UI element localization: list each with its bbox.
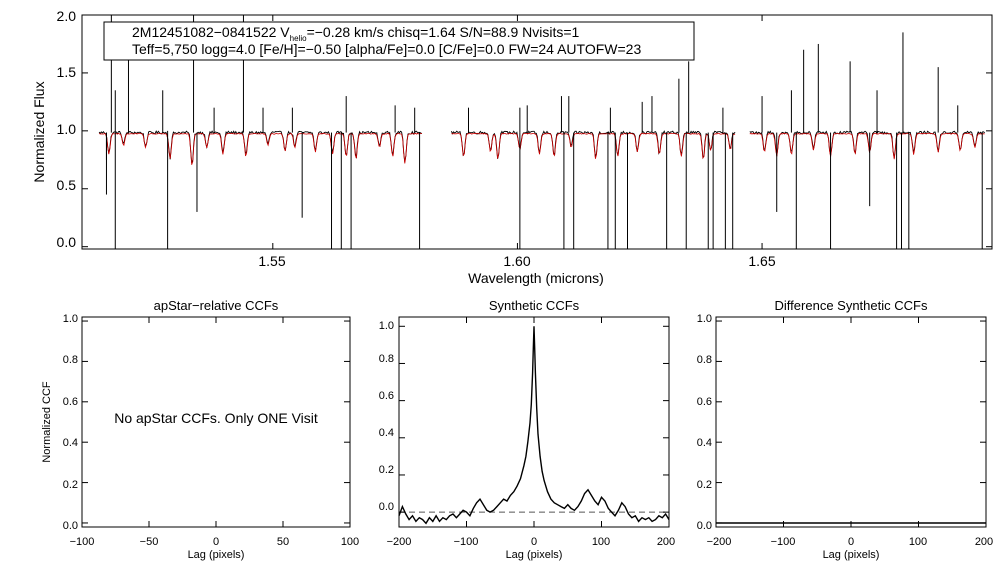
observed-spectrum-line (98, 130, 422, 164)
synthetic-ytick-label: 0.4 (379, 427, 394, 439)
difference-xlabel: Lag (pixels) (823, 549, 880, 561)
difference-xtick-label: −100 (771, 536, 796, 548)
apstar-xtick-label: −50 (140, 536, 159, 548)
apstar-xtick-label: 50 (277, 536, 289, 548)
spectrum-ytick-label: 2.0 (57, 8, 77, 24)
model-spectrum-line (98, 132, 423, 165)
spectrum-xtick-label: 1.55 (258, 253, 285, 269)
model-spectrum-line (749, 132, 985, 160)
apstar-xlabel: Lag (pixels) (188, 549, 245, 561)
difference-xtick-label: 200 (975, 536, 993, 548)
synthetic-ytick-label: 1.0 (379, 320, 394, 332)
synthetic-xtick-label: −100 (454, 536, 479, 548)
difference-ytick-label: 1.0 (697, 313, 712, 325)
spectrum-panel: 0.0 0.5 1.0 1.5 2.0 1.55 1.60 1.65 Wavel… (31, 8, 993, 286)
info-line-1-subscript: helio (290, 34, 307, 43)
info-line-1-suffix: =−0.28 km/s chisq=1.64 S/N=88.9 Nvisits=… (307, 24, 580, 40)
apstar-ytick-label: 1.0 (63, 313, 78, 325)
apstar-ccf-ticks (81, 317, 351, 527)
spectrum-frame (81, 14, 993, 250)
difference-ccf-panel: Difference Synthetic CCFs 0.0 0.2 0.4 0.… (697, 298, 993, 561)
synthetic-xtick-label: 0 (531, 536, 537, 548)
synthetic-xtick-label: −200 (387, 536, 412, 548)
synthetic-ytick-label: 0.8 (379, 353, 394, 365)
apstar-ytick-label: 0.2 (63, 479, 78, 491)
difference-ccf-ticks (715, 317, 987, 527)
synthetic-ccf-line (398, 326, 670, 525)
info-line-2: Teff=5,750 logg=4.0 [Fe/H]=−0.50 [alpha/… (132, 41, 641, 57)
apstar-ytick-label: 0.8 (63, 354, 78, 366)
apstar-ytick-label: 0.0 (63, 520, 78, 532)
difference-xtick-label: 100 (909, 536, 927, 548)
synthetic-ccf-ticks (398, 317, 670, 527)
difference-ytick-label: 0.6 (697, 396, 712, 408)
apstar-xtick-label: −100 (70, 536, 95, 548)
apstar-ccf-title: apStar−relative CCFs (154, 298, 279, 313)
spectrum-ytick-label: 0.5 (57, 177, 77, 193)
model-spectrum-line (451, 132, 736, 159)
apstar-ytick-label: 0.4 (63, 437, 78, 449)
difference-ytick-label: 0.2 (697, 479, 712, 491)
spectrum-ticks (82, 14, 992, 249)
difference-ytick-label: 0.8 (697, 354, 712, 366)
synthetic-ytick-label: 0.0 (379, 501, 394, 513)
apstar-xtick-label: 100 (341, 536, 359, 548)
difference-xtick-label: 0 (848, 536, 854, 548)
synthetic-ccf-title: Synthetic CCFs (489, 298, 580, 313)
synthetic-ytick-label: 0.6 (379, 390, 394, 402)
spectrum-xlabel: Wavelength (microns) (468, 270, 604, 286)
info-line-1: 2M12451082−0841522 Vhelio=−0.28 km/s chi… (132, 24, 580, 43)
synthetic-xtick-label: 200 (657, 536, 675, 548)
synthetic-ccf-lines (398, 326, 670, 525)
spectrum-xtick-label: 1.60 (503, 253, 530, 269)
spectrum-lines (98, 15, 986, 249)
difference-ytick-label: 0.4 (697, 437, 712, 449)
synthetic-xtick-label: 100 (592, 536, 610, 548)
apstar-ytick-label: 0.6 (63, 396, 78, 408)
synthetic-xlabel: Lag (pixels) (506, 549, 563, 561)
difference-ytick-label: 0.0 (697, 520, 712, 532)
info-line-1-prefix: 2M12451082−0841522 V (132, 24, 290, 40)
apstar-xtick-label: 0 (213, 536, 219, 548)
apstar-ylabel: Normalized CCF (41, 381, 53, 463)
spectrum-xtick-label: 1.65 (748, 253, 775, 269)
spectrum-info-box (103, 21, 695, 61)
apstar-ccf-annotation: No apStar CCFs. Only ONE Visit (114, 410, 318, 426)
spectrum-ytick-label: 1.5 (57, 64, 77, 80)
synthetic-ccf-panel: Synthetic CCFs 0.0 0.2 0.4 0.6 0.8 1.0 −… (379, 298, 675, 561)
spectrum-ytick-label: 1.0 (57, 121, 77, 137)
apstar-ccf-panel: apStar−relative CCFs 0.0 0.2 0.4 0.6 0.8… (41, 298, 359, 561)
difference-ccf-title: Difference Synthetic CCFs (775, 298, 928, 313)
difference-xtick-label: −200 (707, 536, 732, 548)
spectrum-ylabel: Normalized Flux (31, 81, 47, 182)
spectrum-ytick-label: 0.0 (57, 234, 77, 250)
synthetic-ytick-label: 0.2 (379, 464, 394, 476)
